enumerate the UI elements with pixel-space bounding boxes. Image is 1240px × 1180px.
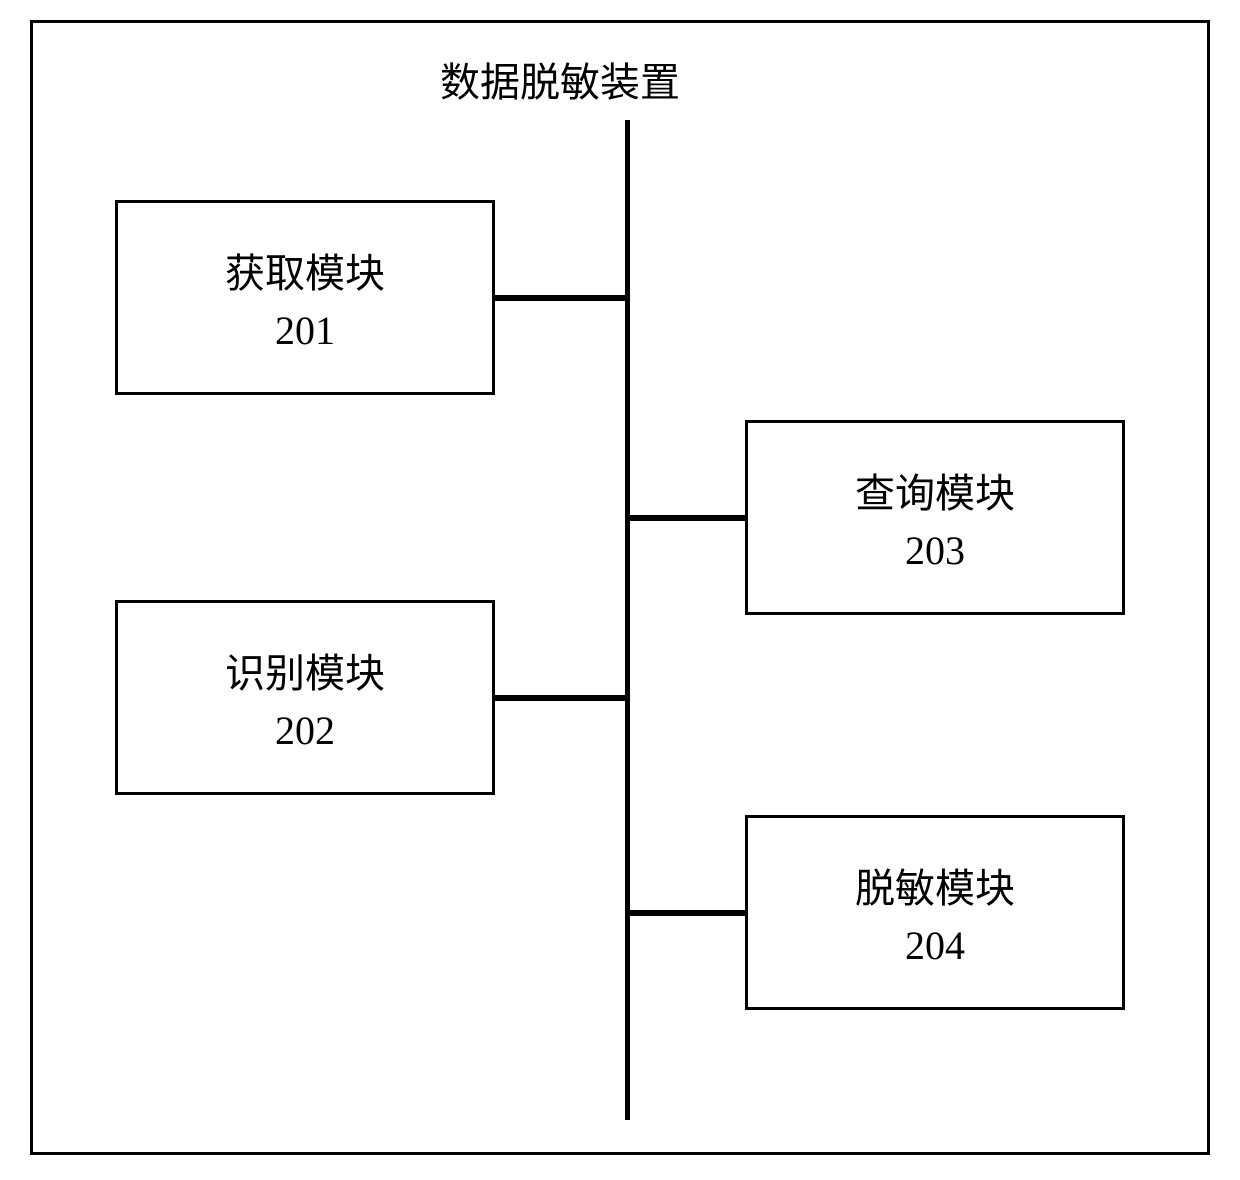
recognition-module-label: 识别模块 — [225, 641, 385, 699]
query-module-box: 查询模块 203 — [745, 420, 1125, 615]
acquisition-module-number: 201 — [275, 307, 335, 354]
recognition-module-box: 识别模块 202 — [115, 600, 495, 795]
central-vertical-line — [625, 120, 630, 1120]
query-module-label: 查询模块 — [855, 461, 1015, 519]
desensitization-module-connector — [630, 910, 745, 916]
query-module-number: 203 — [905, 527, 965, 574]
recognition-module-connector — [495, 695, 625, 701]
recognition-module-number: 202 — [275, 707, 335, 754]
desensitization-module-label: 脱敏模块 — [855, 856, 1015, 914]
desensitization-module-box: 脱敏模块 204 — [745, 815, 1125, 1010]
acquisition-module-box: 获取模块 201 — [115, 200, 495, 395]
query-module-connector — [630, 515, 745, 521]
diagram-title: 数据脱敏装置 — [440, 50, 680, 108]
acquisition-module-label: 获取模块 — [225, 241, 385, 299]
desensitization-module-number: 204 — [905, 922, 965, 969]
acquisition-module-connector — [495, 295, 625, 301]
